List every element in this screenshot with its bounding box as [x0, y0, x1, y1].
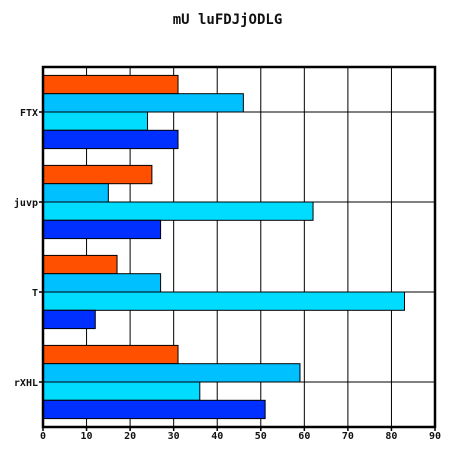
- x-tick-label-8: 80: [385, 431, 397, 442]
- bar-3-0: [42, 344, 179, 365]
- bar-1-1: [42, 183, 109, 203]
- x-tick-label-3: 30: [168, 431, 180, 442]
- bar-2-1: [42, 273, 162, 293]
- bar-0-2: [42, 111, 149, 131]
- bar-1-3: [42, 219, 162, 240]
- bar-1-2: [42, 201, 314, 221]
- bar-2-0: [42, 254, 118, 275]
- x-tick-label-4: 40: [211, 431, 223, 442]
- y-tick-label-2: T: [32, 288, 38, 299]
- bar-2-2: [42, 291, 406, 311]
- bar-3-1: [42, 363, 301, 383]
- x-tick-label-7: 70: [342, 431, 354, 442]
- bar-2-3: [42, 309, 96, 330]
- x-tick-label-6: 60: [298, 431, 310, 442]
- x-tick-label-0: 0: [40, 431, 46, 442]
- bar-3-3: [42, 399, 266, 420]
- y-tick-label-3: rXHL: [14, 378, 38, 389]
- bar-0-1: [42, 93, 244, 113]
- bar-1-0: [42, 164, 153, 185]
- y-tick-label-1: juvp: [14, 197, 38, 209]
- plot-frame: [41, 65, 437, 429]
- x-tick-label-5: 50: [255, 431, 267, 442]
- x-tick-label-2: 20: [124, 431, 136, 442]
- x-tick-label-1: 10: [81, 431, 93, 442]
- x-tick-label-9: 90: [429, 431, 441, 442]
- bar-3-2: [42, 381, 201, 401]
- y-tick-label-0: FTX: [20, 108, 38, 119]
- chart-title: mU luFDJjODLG: [172, 12, 283, 28]
- bar-0-3: [42, 129, 179, 150]
- bar-0-0: [42, 74, 179, 95]
